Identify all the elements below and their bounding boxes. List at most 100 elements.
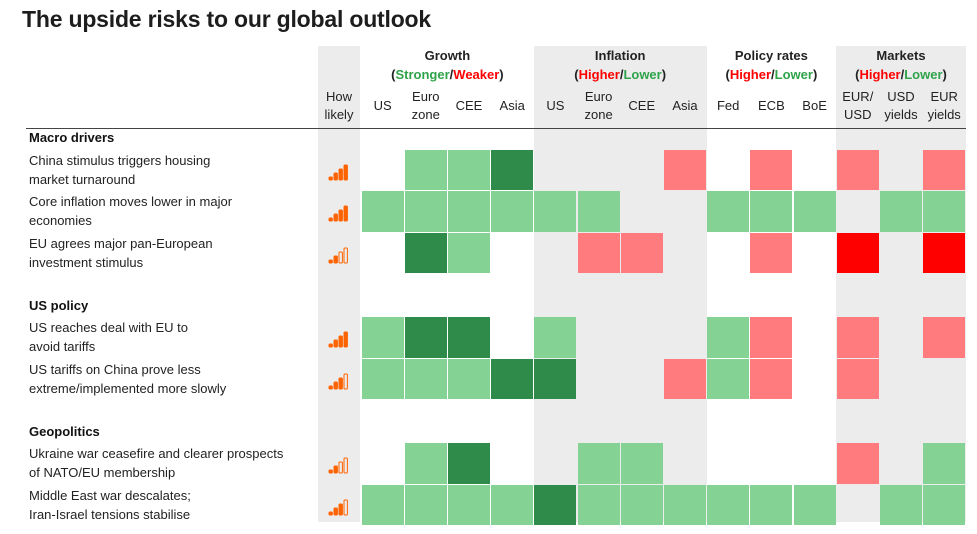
row-label-line: market turnaround [29,171,136,187]
header-line: CEE [455,97,483,113]
column-header: CEE [447,84,490,127]
likelihood-bar [338,251,343,263]
slash: / [900,67,905,82]
heat-cell [361,358,404,399]
row-label-line: China stimulus triggers housing [29,152,211,168]
heat-cell [663,149,707,190]
likelihood-icon [328,457,348,474]
paren: ( [725,67,730,82]
column-header: Fed [707,84,750,127]
heat-cell [750,232,793,273]
heat-cell [447,232,491,273]
likelihood-bar [343,373,348,389]
likelihood-bar [333,465,338,474]
row-label: Core inflation moves lower in major econo… [29,191,314,233]
row-label-line: investment stimulus [29,254,144,270]
heat-cell [750,484,793,525]
heat-cell [836,443,879,484]
slash: / [771,67,775,82]
heat-cell [534,191,577,232]
row-label-line: EU agrees major pan-European [29,235,213,251]
likelihood-bar [333,172,338,180]
heat-cell [361,317,404,358]
column-header: Euro zone [404,84,447,127]
header-line: zone [411,106,440,122]
row-label-line: US tariffs on China prove less [29,361,201,377]
group-bg [533,46,707,522]
header-line: ECB [758,97,785,113]
section-title: Macro drivers [29,130,115,145]
direction-negative: Weaker [453,67,500,82]
heat-cell [447,191,491,232]
heat-cell [577,484,620,525]
header-line: CEE [628,97,656,113]
heat-cell [447,443,491,484]
section-title: US policy [29,297,89,313]
heat-cell [577,443,620,484]
paren: ) [499,67,504,82]
likelihood-icon [328,499,348,515]
heat-cell [923,484,966,525]
likelihood-cell [318,443,360,475]
header-line: Euro [412,88,440,104]
direction-positive: Higher [859,67,901,82]
heat-cell [361,191,404,232]
row-label-line: Core inflation moves lower in major [29,194,233,210]
likelihood-bar [328,385,333,389]
header-line: Fed [716,97,740,113]
heat-cell [577,191,620,232]
heat-cell [750,358,793,399]
heat-cell [663,358,707,399]
header-line: yields [884,106,918,122]
heat-cell [404,317,447,358]
heat-cell [750,149,793,190]
likelihood-bar [333,213,338,222]
heat-cell [879,484,923,525]
heat-cell [836,358,879,399]
heat-cell [707,191,750,232]
header-line: US [373,97,392,113]
column-header: ECB [750,84,793,127]
heat-cell [447,149,491,190]
heat-cell [447,358,491,399]
heat-cell [491,191,534,232]
likelihood-bar [328,217,333,222]
likelihood-icon [328,331,348,348]
column-header: Euro zone [577,84,620,127]
likelihood-bar [328,343,333,348]
column-header: US [534,84,577,127]
likelihood-bar [333,381,338,389]
likelihood-bar [343,164,348,180]
heat-cell [707,484,750,525]
row-label-line: Ukraine war ceasefire and clearer prospe… [29,446,284,462]
heat-cell [793,191,836,232]
column-header: Asia [663,84,706,127]
row-label: Ukraine war ceasefire and clearer prospe… [29,443,314,485]
paren: ) [942,67,947,82]
heat-cell [534,358,577,399]
header-line: US [546,97,565,113]
group-direction: (Higher/Lower) [836,65,966,84]
group-name: Growth [424,48,471,63]
heat-cell [620,443,663,484]
likelihood-bar [328,511,333,515]
heat-cell [836,232,879,273]
heat-cell [404,191,447,232]
group-name: Markets [876,48,926,63]
likelihood-bar [338,209,343,222]
likelihood-bar [338,461,343,474]
header-line: likely [324,106,354,122]
direction-positive: Higher [578,67,620,82]
header-line: Asia [499,97,525,113]
header-line: USD [887,88,915,104]
column-header: CEE [620,84,663,127]
likelihood-cell [318,358,360,390]
slash: / [619,67,624,82]
page-title: The upside risks to our global outlook [22,6,431,32]
likelihood-bar [343,205,348,222]
header-rule [26,128,966,129]
section-band [361,273,534,317]
likelihood-bar [343,457,348,474]
section-band [706,399,837,443]
row-label-line: avoid tariffs [29,339,96,355]
